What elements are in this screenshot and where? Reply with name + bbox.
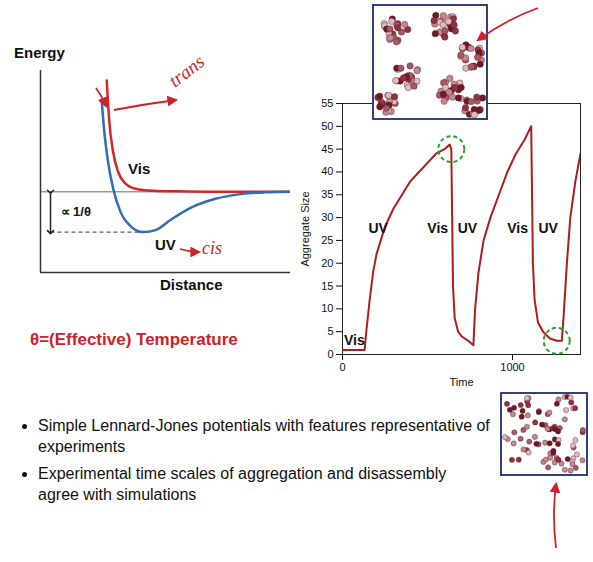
html-text:Simple Lennard-Jones potential: Simple Lennard-Jones potentials with fea… [38, 417, 490, 455]
svg-text:10: 10 [321, 302, 333, 314]
html-text:trans: trans [164, 50, 209, 92]
svg-text:5: 5 [327, 325, 333, 337]
html-text:Vis: Vis [128, 160, 151, 177]
svg-text:Vis: Vis [507, 220, 528, 236]
html-text:Distance: Distance [160, 276, 223, 293]
svg-text:55: 55 [321, 97, 333, 109]
svg-text:Vis: Vis [427, 220, 448, 236]
html-text:cis: cis [202, 238, 222, 258]
svg-text:25: 25 [321, 234, 333, 246]
html-text:UV: UV [155, 236, 176, 253]
svg-text:Vis: Vis [344, 332, 365, 348]
svg-text:Time: Time [449, 376, 473, 388]
svg-text:35: 35 [321, 188, 333, 200]
svg-text:45: 45 [321, 143, 333, 155]
svg-text:50: 50 [321, 120, 333, 132]
svg-text:0: 0 [327, 348, 333, 360]
svg-text:UV: UV [368, 220, 388, 236]
svg-text:30: 30 [321, 211, 333, 223]
svg-text:15: 15 [321, 280, 333, 292]
svg-text:Aggregate Size: Aggregate Size [299, 191, 311, 266]
svg-text:40: 40 [321, 165, 333, 177]
html-text:Experimental time scales of ag: Experimental time scales of aggregation … [38, 465, 447, 503]
svg-text:20: 20 [321, 257, 333, 269]
svg-text:0: 0 [339, 361, 345, 373]
svg-text:UV: UV [538, 220, 558, 236]
svg-text:UV: UV [458, 220, 478, 236]
svg-text:1000: 1000 [500, 361, 524, 373]
svg-text:∝ 1/θ: ∝ 1/θ [61, 204, 91, 219]
html-text:Energy: Energy [14, 44, 65, 61]
html-text:θ=(Effective) Temperature: θ=(Effective) Temperature [30, 330, 238, 349]
